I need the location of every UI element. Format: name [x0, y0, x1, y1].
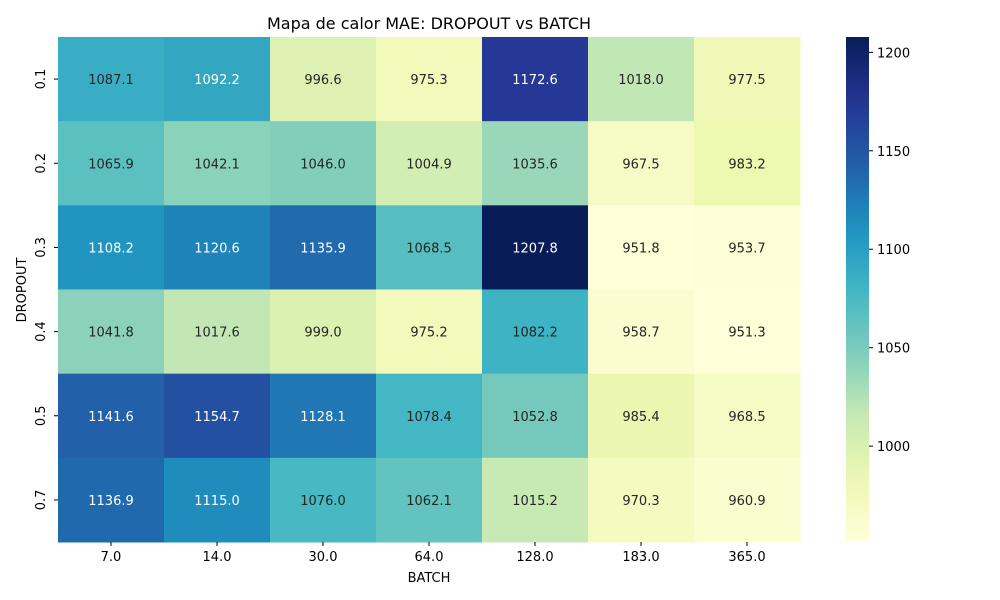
cell-value-label: 1141.6 [88, 410, 134, 425]
cell-value-label: 1065.9 [88, 157, 134, 172]
cell-value-label: 1172.6 [512, 73, 558, 88]
cell-value-label: 1042.1 [194, 157, 240, 172]
cell-value-label: 1087.1 [88, 73, 134, 88]
cell-value-label: 1046.0 [300, 157, 346, 172]
cell-value-label: 1076.0 [300, 494, 346, 509]
y-axis-ticks: 0.1 0.2 0.3 0.4 0.5 0.7 [34, 69, 58, 511]
colorbar-tick-label: 1200 [877, 46, 910, 61]
cell-value-label: 958.7 [622, 326, 659, 341]
cell-value-label: 1017.6 [194, 326, 240, 341]
colorbar-tick-label: 1150 [877, 145, 910, 160]
x-tick-label: 7.0 [101, 550, 122, 565]
cell-value-label: 970.3 [622, 494, 659, 509]
cell-value-label: 1115.0 [194, 494, 240, 509]
cell-value-label: 975.3 [410, 73, 447, 88]
cell-value-label: 1128.1 [300, 410, 346, 425]
cell-value-label: 953.7 [728, 241, 765, 256]
cell-value-label: 951.3 [728, 326, 765, 341]
y-tick-label: 0.1 [34, 69, 49, 90]
colorbar-tick-label: 1100 [877, 243, 910, 258]
cell-value-label: 1120.6 [194, 241, 240, 256]
y-tick-label: 0.7 [34, 490, 49, 511]
cell-value-label: 1015.2 [512, 494, 558, 509]
chart-title: Mapa de calor MAE: DROPOUT vs BATCH [267, 14, 591, 33]
colorbar-gradient [846, 37, 869, 542]
cell-value-label: 1035.6 [512, 157, 558, 172]
y-tick-label: 0.4 [34, 321, 49, 342]
cell-value-label: 996.6 [304, 73, 341, 88]
cell-value-label: 1041.8 [88, 326, 134, 341]
cell-value-label: 1004.9 [406, 157, 452, 172]
cell-value-label: 1062.1 [406, 494, 452, 509]
cell-value-label: 960.9 [728, 494, 765, 509]
cell-value-label: 1052.8 [512, 410, 558, 425]
cell-value-label: 968.5 [728, 410, 765, 425]
x-tick-label: 365.0 [728, 550, 765, 565]
heatmap-cells: 1087.1 1092.2 996.6 975.3 1172.6 1018.0 977.5 1… [58, 37, 801, 543]
y-tick-label: 0.5 [34, 405, 49, 426]
cell-value-label: 1068.5 [406, 241, 452, 256]
x-axis-ticks: 7.0 14.0 30.0 64.0 128.0 183.0 365.0 [101, 542, 766, 565]
colorbar: 1000 1050 1100 1150 1200 [846, 37, 910, 542]
cell-value-label: 985.4 [622, 410, 659, 425]
x-tick-label: 183.0 [622, 550, 659, 565]
x-tick-label: 64.0 [415, 550, 444, 565]
cell-value-label: 1154.7 [194, 410, 240, 425]
x-tick-label: 128.0 [516, 550, 553, 565]
cell-value-label: 983.2 [728, 157, 765, 172]
x-tick-label: 14.0 [203, 550, 232, 565]
cell-value-label: 975.2 [410, 326, 447, 341]
cell-value-label: 1092.2 [194, 73, 240, 88]
cell-value-label: 1207.8 [512, 241, 558, 256]
y-axis-label: DROPOUT [15, 258, 30, 323]
cell-value-label: 1018.0 [618, 73, 664, 88]
cell-value-label: 999.0 [304, 326, 341, 341]
cell-value-label: 1135.9 [300, 241, 346, 256]
cell-value-label: 951.8 [622, 241, 659, 256]
cell-value-label: 1108.2 [88, 241, 134, 256]
cell-value-label: 967.5 [622, 157, 659, 172]
cell-value-label: 1082.2 [512, 326, 558, 341]
cell-value-label: 1136.9 [88, 494, 134, 509]
cell-value-label: 977.5 [728, 73, 765, 88]
colorbar-tick-label: 1000 [877, 440, 910, 455]
y-tick-label: 0.3 [34, 237, 49, 258]
x-axis-label: BATCH [408, 571, 451, 586]
x-tick-label: 30.0 [309, 550, 338, 565]
colorbar-tick-label: 1050 [877, 342, 910, 357]
y-tick-label: 0.2 [34, 153, 49, 174]
cell-value-label: 1078.4 [406, 410, 452, 425]
